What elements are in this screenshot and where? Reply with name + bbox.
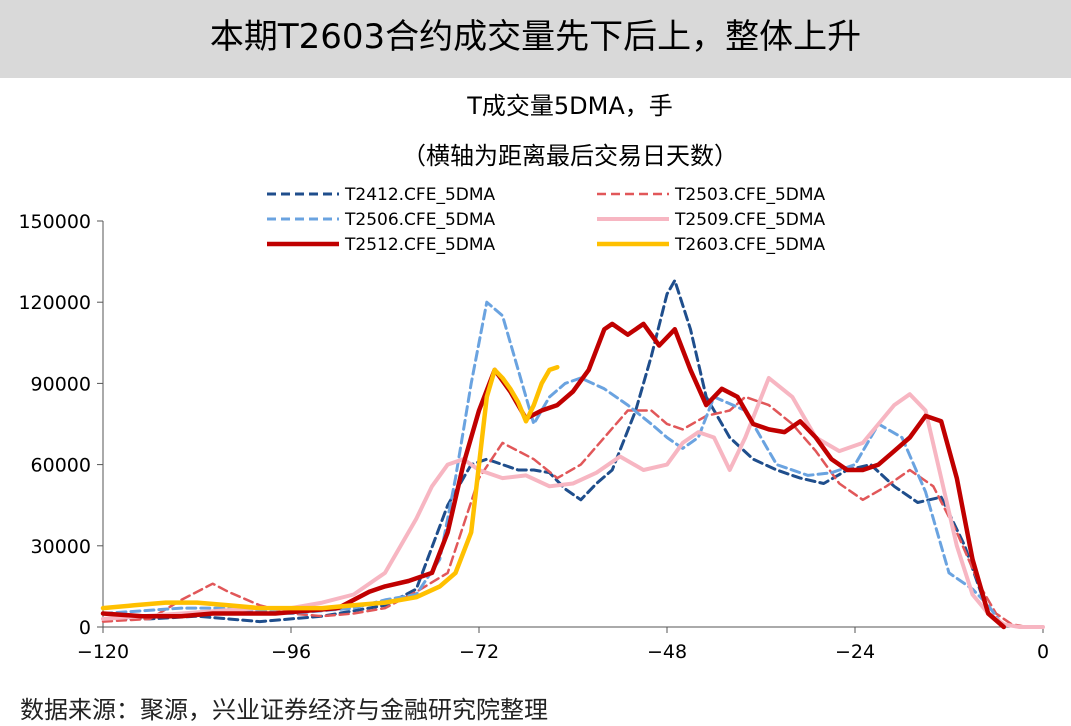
volume-line-chart: T成交量5DMA，手 （横轴为距离最后交易日天数） T2412.CFE_5DMA… [18,92,1049,663]
legend-label: T2506.CFE_5DMA [344,210,496,230]
y-tick-label: 60000 [31,455,91,477]
x-tick-label: 0 [1037,641,1049,663]
series-line-t2503 [101,395,1045,629]
series-line-t2412 [101,279,1006,629]
series-layer [100,279,1045,630]
x-tick-label: −120 [77,641,129,663]
source-note: 数据来源：聚源，兴业证券经济与金融研究院整理 [20,696,548,724]
legend-label: T2503.CFE_5DMA [674,185,826,205]
y-tick-label: 90000 [31,373,91,395]
x-tick-label: −72 [459,641,499,663]
legend-label: T2603.CFE_5DMA [674,235,826,255]
page-title: 本期T2603合约成交量先下后上，整体上升 [209,17,862,57]
legend-label: T2512.CFE_5DMA [344,235,496,255]
y-tick-label: 120000 [18,292,91,314]
chart-legend: T2412.CFE_5DMA T2503.CFE_5DMA T2506.CFE_5D… [267,185,826,255]
series-line-t2512 [100,321,1007,630]
y-tick-label: 150000 [18,211,91,233]
title-banner [0,0,1071,78]
series-line-t2603 [100,364,560,611]
legend-label: T2412.CFE_5DMA [344,185,496,205]
chart-subtitle: （横轴为距离最后交易日天数） [402,142,738,170]
x-tick-label: −96 [271,641,311,663]
legend-label: T2509.CFE_5DMA [674,210,826,230]
x-tick-label: −24 [835,641,875,663]
chart-title: T成交量5DMA，手 [466,92,673,120]
y-tick-label: 0 [79,617,91,639]
chart-axes: 0 30000 60000 90000 120000 150000 −120 −96 −72 −4… [18,211,1049,663]
x-tick-label: −48 [647,641,687,663]
y-tick-label: 30000 [31,536,91,558]
series-line-t2506 [101,300,1006,629]
series-line-t2509 [101,376,1045,629]
